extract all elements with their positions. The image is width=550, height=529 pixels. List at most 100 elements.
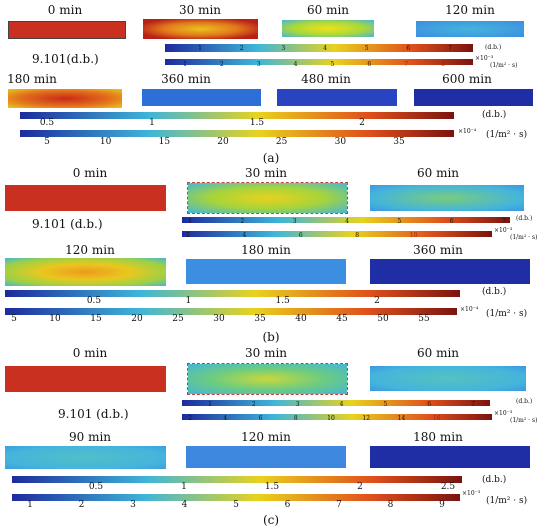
colorbar-tick-label: 4: [223, 415, 228, 422]
colorbar-tick-label: 6: [284, 500, 291, 510]
slab-30min: [187, 182, 348, 214]
colorbar-tick-label: 2: [251, 401, 256, 408]
time-label: 60 min: [306, 3, 350, 17]
colorbar-tick-label: 5: [364, 45, 369, 52]
colorbar-tick-label: 10: [99, 137, 112, 147]
small-moisture-unit: (d.b.): [516, 215, 533, 222]
small-moisture-colorbar: [182, 400, 490, 406]
slab-0min: [8, 21, 126, 39]
time-label: 30 min: [244, 346, 288, 360]
colorbar-tick-label: 2: [219, 61, 224, 68]
colorbar-tick-label: 6: [406, 45, 411, 52]
slab-60min: [282, 20, 374, 37]
slab-60min: [370, 366, 526, 391]
colorbar-tick-label: 35: [254, 314, 266, 324]
colorbar-tick-label: 16: [432, 415, 441, 422]
colorbar-tick-label: 10: [409, 232, 418, 239]
time-label: 0 min: [47, 3, 83, 17]
time-label: 120 min: [65, 243, 115, 257]
colorbar-tick-label: 12: [362, 415, 371, 422]
colorbar-tick-label: 15: [158, 137, 171, 147]
colorbar-tick-label: 5: [11, 314, 17, 324]
colorbar-tick-label: 7: [502, 218, 506, 225]
colorbar-tick-label: 2: [239, 45, 244, 52]
colorbar-tick-label: 6: [298, 232, 303, 239]
colorbar-tick-label: 18: [468, 415, 476, 422]
small-moisture-unit: (d.b.): [485, 44, 502, 51]
colorbar-tick-label: 10: [327, 415, 335, 422]
slab-120min: [5, 258, 166, 286]
big-moisture-unit: (d.b.): [482, 287, 507, 297]
colorbar-tick-label: 7: [404, 61, 409, 68]
colorbar-tick-label: 6: [427, 401, 432, 408]
slab-180min: [8, 89, 122, 108]
colorbar-tick-label: 6: [367, 61, 372, 68]
colorbar-tick-label: 5: [330, 61, 335, 68]
slab-360min: [142, 89, 261, 106]
colorbar-tick-label: 1: [208, 401, 212, 408]
colorbar-tick-label: 20: [131, 314, 143, 324]
colorbar-tick-label: 1: [183, 61, 187, 68]
colorbar-tick-label: 20: [217, 137, 229, 147]
big-flux-unit: (1/m² · s): [486, 130, 528, 140]
colorbar-tick-label: 7: [471, 401, 475, 408]
slab-120min: [186, 446, 346, 468]
time-label: 180 min: [7, 72, 57, 86]
small-moisture-colorbar: [165, 44, 473, 52]
colorbar-tick-label: 8: [441, 61, 445, 68]
colorbar-tick-label: 30: [334, 137, 347, 147]
small-flux-unit: (1/m² · s): [510, 234, 538, 241]
time-label: 600 min: [442, 72, 492, 86]
time-label: 360 min: [413, 243, 463, 257]
time-label: 0 min: [72, 166, 108, 180]
colorbar-tick-label: 1.5: [275, 296, 290, 306]
small-flux-colorbar: [182, 414, 492, 420]
colorbar-tick-label: 2: [357, 482, 363, 492]
colorbar-tick-label: 2: [359, 118, 365, 128]
small-moisture-unit: (d.b.): [516, 398, 533, 405]
colorbar-tick-label: 1: [149, 118, 155, 128]
colorbar-tick-label: 2: [240, 218, 245, 225]
colorbar-tick-label: 0.5: [39, 118, 55, 128]
colorbar-tick-label: 2: [186, 232, 190, 239]
initial-moisture: 9.101 (d.b.): [32, 217, 103, 231]
time-label: 180 min: [241, 243, 291, 257]
big-moisture-unit: (d.b.): [482, 110, 507, 120]
slab-180min: [186, 259, 346, 284]
colorbar-tick-label: 3: [130, 500, 136, 510]
colorbar-tick-label: 8: [387, 500, 394, 510]
time-label: 60 min: [416, 346, 460, 360]
colorbar-tick-label: 4: [323, 45, 327, 52]
colorbar-tick-label: 0.5: [88, 482, 104, 492]
colorbar-tick-label: 4: [181, 500, 188, 510]
colorbar-tick-label: 10: [49, 314, 61, 324]
colorbar-tick-label: 1: [185, 296, 192, 306]
big-moisture-colorbar: [12, 476, 462, 483]
time-label: 30 min: [178, 3, 222, 17]
time-label: 60 min: [416, 166, 460, 180]
time-label: 30 min: [244, 166, 288, 180]
colorbar-tick-label: 8: [355, 232, 360, 239]
initial-moisture: 9.101(d.b.): [32, 52, 99, 66]
small-moisture-colorbar: [182, 217, 510, 223]
small-flux-exponent: ×10⁻³: [494, 227, 513, 234]
colorbar-tick-label: 3: [256, 61, 261, 68]
colorbar-tick-label: 25: [275, 137, 288, 147]
big-flux-colorbar: [20, 130, 454, 137]
panel-a: 0 min 30 min 60 min 120 min (d.b.) ×10⁻³…: [0, 0, 550, 170]
colorbar-tick-label: 8: [293, 415, 298, 422]
panel-c: 0 min 30 min 60 min (d.b.) ×10⁻³ (1/m² ·…: [0, 346, 550, 529]
colorbar-tick-label: 2: [374, 296, 380, 306]
slab-0min: [5, 185, 166, 211]
small-flux-unit: (1/m² · s): [490, 62, 518, 69]
slab-600min: [414, 89, 533, 106]
panel-b: 0 min 30 min 60 min (d.b.) ×10⁻³ (1/m² ·…: [0, 166, 550, 350]
slab-360min: [370, 259, 530, 284]
colorbar-tick-label: 1.5: [249, 118, 265, 128]
colorbar-tick-label: 1.5: [264, 482, 280, 492]
colorbar-tick-label: 4: [242, 232, 247, 239]
colorbar-tick-label: 2.5: [440, 482, 456, 492]
colorbar-tick-label: 50: [377, 314, 389, 324]
small-flux-unit: (1/m² · s): [510, 417, 538, 424]
colorbar-tick-label: 5: [397, 218, 402, 225]
